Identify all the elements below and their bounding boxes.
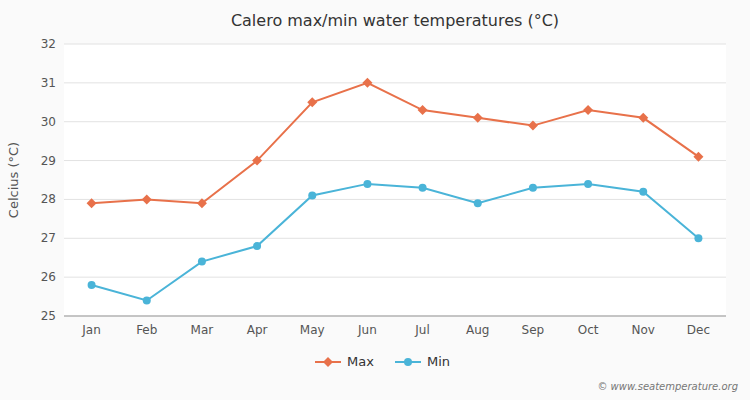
marker xyxy=(693,152,703,162)
legend-marker xyxy=(404,358,412,366)
marker xyxy=(639,188,647,196)
x-tick-label: Apr xyxy=(247,323,268,337)
grid-line xyxy=(64,44,726,45)
marker xyxy=(529,184,537,192)
marker xyxy=(473,113,483,123)
marker xyxy=(583,105,593,115)
marker xyxy=(419,184,427,192)
y-tick-label: 26 xyxy=(41,270,56,284)
grid-line xyxy=(64,316,726,317)
marker xyxy=(363,180,371,188)
marker xyxy=(87,198,97,208)
grid xyxy=(64,44,726,316)
data xyxy=(87,78,704,305)
background xyxy=(0,0,750,400)
marker xyxy=(528,121,538,131)
y-tick-label: 29 xyxy=(41,154,56,168)
y-tick-label: 31 xyxy=(41,76,56,90)
marker xyxy=(307,97,317,107)
x-tick-label: Jan xyxy=(81,323,101,337)
x-tick-label: Aug xyxy=(466,323,489,337)
title: Calero max/min water temperatures (°C) xyxy=(231,11,559,30)
marker xyxy=(474,199,482,207)
y-tick-label: 27 xyxy=(41,231,56,245)
y-axis-label: Celcius (°C) xyxy=(6,142,21,218)
grid-line xyxy=(64,121,726,122)
x-tick-label: Sep xyxy=(522,323,545,337)
grid-line xyxy=(64,277,726,278)
x-tick-label: Jun xyxy=(357,323,377,337)
line xyxy=(92,184,699,301)
x-axis-line xyxy=(64,316,726,317)
legend: Max Min xyxy=(315,354,450,369)
legend-label: Max xyxy=(347,354,374,369)
grid-line xyxy=(64,160,726,161)
x-tick-label: Dec xyxy=(687,323,710,337)
marker xyxy=(308,192,316,200)
marker xyxy=(143,296,151,304)
marker xyxy=(197,198,207,208)
x-tick-label: Nov xyxy=(632,323,655,337)
x-tick-label: Feb xyxy=(136,323,157,337)
y-tick-label: 28 xyxy=(41,192,56,206)
x-tick-label: Mar xyxy=(191,323,214,337)
marker xyxy=(198,258,206,266)
plot-area xyxy=(64,44,726,316)
legend-label: Min xyxy=(427,354,450,369)
x-tick-label: Oct xyxy=(578,323,599,337)
marker xyxy=(252,156,262,166)
x-tick-label: Jul xyxy=(414,323,429,337)
y-tick-label: 32 xyxy=(41,37,56,51)
legend-marker xyxy=(323,357,333,367)
marker xyxy=(638,113,648,123)
marker xyxy=(142,194,152,204)
y-tick-label: 30 xyxy=(41,115,56,129)
marker xyxy=(584,180,592,188)
marker xyxy=(694,234,702,242)
marker xyxy=(253,242,261,250)
grid-line xyxy=(64,82,726,83)
chart: 25 26 27 28 29 30 31 32 Jan Feb Mar Apr May Jun Jul Aug… xyxy=(0,0,750,400)
watermark: © www.seatemperature.org xyxy=(597,381,738,392)
marker xyxy=(362,78,372,88)
marker xyxy=(88,281,96,289)
x-tick-label: May xyxy=(300,323,325,337)
marker xyxy=(418,105,428,115)
grid-line xyxy=(64,238,726,239)
y-tick-label: 25 xyxy=(41,309,56,323)
